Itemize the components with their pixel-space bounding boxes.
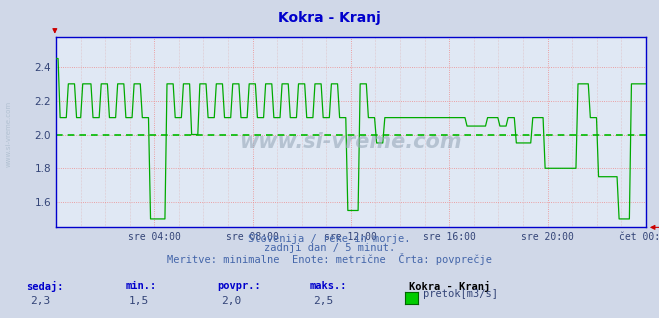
Text: 2,0: 2,0 [221, 296, 241, 306]
Text: sedaj:: sedaj: [26, 281, 64, 293]
Text: pretok[m3/s]: pretok[m3/s] [423, 289, 498, 299]
Text: 2,5: 2,5 [313, 296, 333, 306]
Text: www.si-vreme.com: www.si-vreme.com [240, 132, 462, 151]
Text: 2,3: 2,3 [30, 296, 50, 306]
Text: www.si-vreme.com: www.si-vreme.com [5, 100, 11, 167]
Text: zadnji dan / 5 minut.: zadnji dan / 5 minut. [264, 243, 395, 253]
Text: 1,5: 1,5 [129, 296, 149, 306]
Text: maks.:: maks.: [310, 281, 347, 291]
Text: Kokra - Kranj: Kokra - Kranj [409, 281, 490, 293]
Text: Kokra - Kranj: Kokra - Kranj [278, 11, 381, 25]
Text: povpr.:: povpr.: [217, 281, 261, 291]
Text: min.:: min.: [125, 281, 156, 291]
Text: Slovenija / reke in morje.: Slovenija / reke in morje. [248, 234, 411, 244]
Text: Meritve: minimalne  Enote: metrične  Črta: povprečje: Meritve: minimalne Enote: metrične Črta:… [167, 253, 492, 265]
